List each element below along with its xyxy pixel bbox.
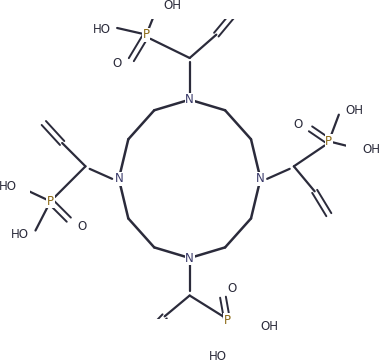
Text: OH: OH xyxy=(346,104,363,117)
Text: P: P xyxy=(224,314,231,327)
Text: HO: HO xyxy=(0,180,17,193)
Text: O: O xyxy=(77,220,86,233)
Text: O: O xyxy=(293,118,302,131)
Text: P: P xyxy=(325,135,332,148)
Text: P: P xyxy=(143,28,150,41)
Text: OH: OH xyxy=(260,320,279,333)
Text: HO: HO xyxy=(11,228,29,241)
Text: N: N xyxy=(256,172,265,185)
Text: HO: HO xyxy=(209,350,227,360)
Text: N: N xyxy=(114,172,123,185)
Text: O: O xyxy=(112,57,121,70)
Text: HO: HO xyxy=(92,23,111,36)
Text: N: N xyxy=(185,252,194,265)
Text: N: N xyxy=(185,93,194,106)
Text: OH: OH xyxy=(362,143,379,156)
Text: O: O xyxy=(227,282,236,295)
Text: P: P xyxy=(47,195,54,208)
Text: OH: OH xyxy=(163,0,181,12)
